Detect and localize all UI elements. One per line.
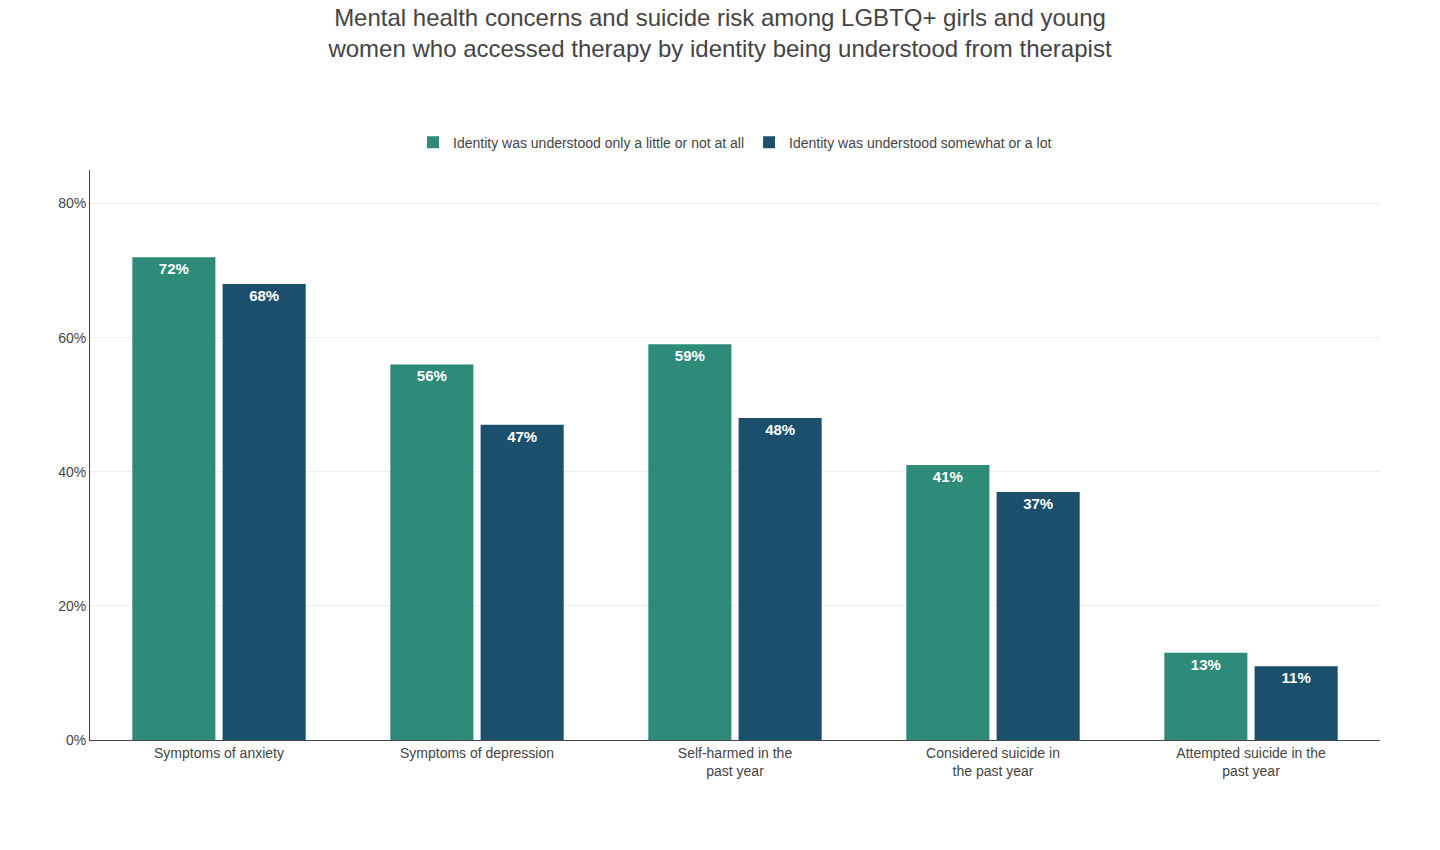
svg-text:Symptoms of depression: Symptoms of depression [400,745,554,761]
svg-text:13%: 13% [1191,656,1221,673]
svg-text:72%: 72% [159,260,189,277]
svg-text:11%: 11% [1282,669,1311,686]
svg-text:Symptoms of anxiety: Symptoms of anxiety [154,745,284,761]
svg-text:56%: 56% [417,367,447,384]
svg-text:Attempted suicide in thepast y: Attempted suicide in thepast year [1176,745,1326,779]
svg-text:Identity was understood somewh: Identity was understood somewhat or a lo… [789,135,1051,151]
svg-text:0%: 0% [66,732,86,748]
svg-text:48%: 48% [765,421,795,438]
svg-text:59%: 59% [675,347,705,364]
svg-text:41%: 41% [933,468,963,485]
svg-text:60%: 60% [58,330,86,346]
svg-text:Identity was understood only a: Identity was understood only a little or… [453,135,744,151]
svg-text:40%: 40% [58,464,86,480]
svg-text:Considered suicide inthe past: Considered suicide inthe past year [926,745,1060,779]
svg-text:Self-harmed in thepast year: Self-harmed in thepast year [678,745,793,779]
svg-text:37%: 37% [1023,495,1053,512]
svg-text:20%: 20% [58,598,86,614]
svg-text:68%: 68% [249,287,279,304]
svg-text:47%: 47% [507,428,537,445]
svg-text:Mental health concerns and sui: Mental health concerns and suicide risk … [327,4,1111,62]
svg-text:80%: 80% [58,195,86,211]
